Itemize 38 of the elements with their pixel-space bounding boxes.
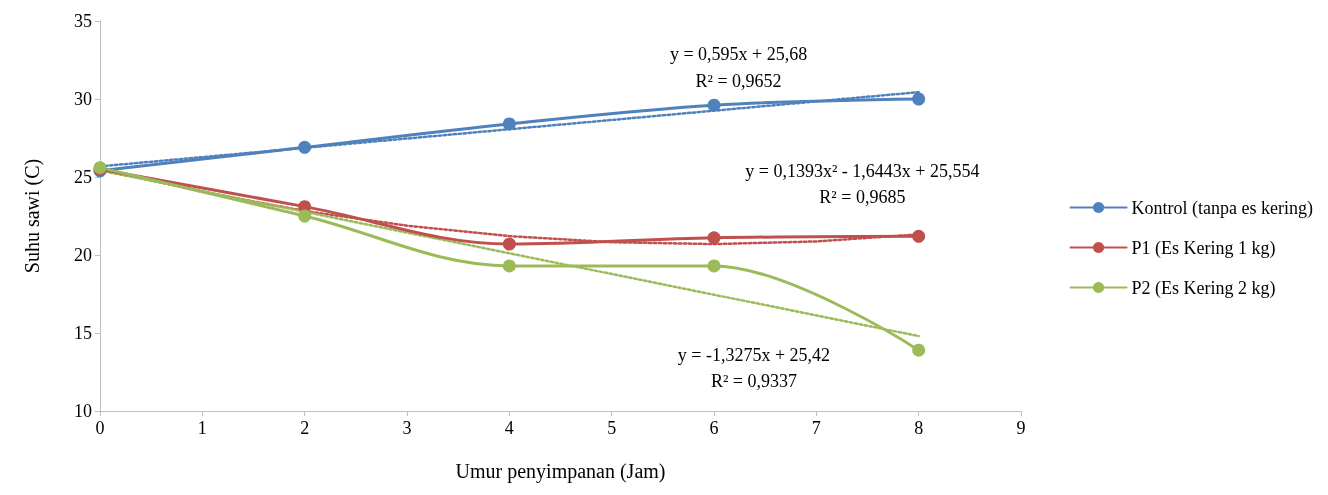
x-tick-label: 1 bbox=[197, 418, 207, 438]
point bbox=[502, 259, 516, 273]
y-tick-label: 20 bbox=[74, 245, 92, 265]
annotation: R² = 0,9652 bbox=[695, 71, 782, 92]
point bbox=[707, 259, 721, 273]
x-tick-label: 2 bbox=[300, 418, 310, 438]
x-tick-label: 9 bbox=[1016, 418, 1026, 438]
point bbox=[912, 229, 926, 243]
y-tick-label: 25 bbox=[74, 167, 92, 187]
y-tick-label: 35 bbox=[74, 11, 92, 31]
point bbox=[298, 140, 312, 154]
point bbox=[298, 209, 312, 223]
legend-label: P2 (Es Kering 2 kg) bbox=[1131, 277, 1276, 299]
point bbox=[502, 237, 516, 251]
annotation: R² = 0,9685 bbox=[819, 187, 906, 208]
x-axis-title: Umur penyimpanan (Jam) bbox=[455, 460, 666, 483]
x-tick-label: 3 bbox=[402, 418, 412, 438]
y-tick-label: 10 bbox=[74, 401, 92, 421]
point bbox=[912, 343, 926, 357]
x-tick-label: 6 bbox=[709, 418, 719, 438]
legend-label: Kontrol (tanpa es kering) bbox=[1131, 197, 1314, 219]
y-tick-label: 15 bbox=[74, 323, 92, 343]
x-tick-label: 7 bbox=[811, 418, 821, 438]
legend-label: P1 (Es Kering 1 kg) bbox=[1131, 237, 1276, 259]
point bbox=[707, 98, 721, 112]
x-tick-label: 8 bbox=[914, 418, 924, 438]
annotation: y = -1,3275x + 25,42 bbox=[677, 344, 831, 365]
y-tick-label: 30 bbox=[74, 89, 92, 109]
x-tick-label: 5 bbox=[607, 418, 617, 438]
annotation: y = 0,1393x² - 1,6443x + 25,554 bbox=[745, 160, 980, 181]
point bbox=[707, 231, 721, 245]
annotation: y = 0,595x + 25,68 bbox=[669, 43, 808, 64]
x-tick-label: 4 bbox=[504, 418, 514, 438]
point bbox=[912, 92, 926, 106]
y-axis-title: Suhu sawi (C) bbox=[21, 158, 44, 274]
x-tick-label: 0 bbox=[95, 418, 105, 438]
point bbox=[502, 117, 516, 131]
annotation: R² = 0,9337 bbox=[710, 371, 797, 392]
